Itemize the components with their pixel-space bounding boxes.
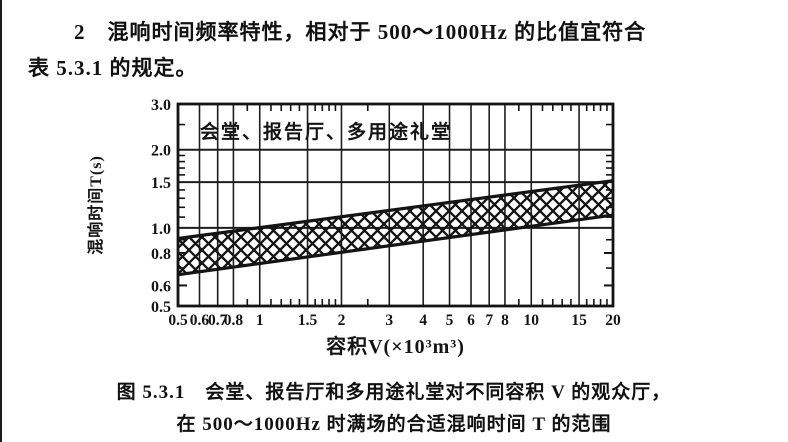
x-tick-label: 0.8 bbox=[224, 312, 244, 329]
x-tick-label: 0.5 bbox=[168, 312, 188, 329]
x-tick-label: 20 bbox=[605, 312, 621, 329]
x-tick-label: 2 bbox=[338, 312, 346, 329]
x-tick-label: 0.7 bbox=[208, 312, 228, 329]
figure-svg: 0.50.60.81.01.52.03.00.5 0.60.70.8 1 1.5 2 3 4… bbox=[86, 97, 621, 358]
suitable-range-band bbox=[178, 180, 613, 275]
x-axis-title: 容积V(×10³m³) bbox=[326, 334, 465, 358]
hall-type-annotation: 会堂、报告厅、多用途礼堂 bbox=[200, 120, 452, 143]
x-tick-label: 5 bbox=[446, 312, 454, 329]
y-tick-label: 1.0 bbox=[151, 221, 171, 238]
x-tick-label: 8 bbox=[501, 312, 509, 329]
y-tick-label: 1.5 bbox=[151, 175, 171, 192]
x-tick-label: 3 bbox=[385, 312, 393, 329]
x-tick-label: 10 bbox=[524, 312, 540, 329]
clause-text-line2: 表 5.3.1 的规定。 bbox=[28, 56, 198, 80]
clause-text-line1: 2 混响时间频率特性，相对于 500～1000Hz 的比值宜符合 bbox=[74, 20, 647, 44]
band-upper-edge bbox=[177, 179, 614, 241]
y-tick-label: 0.8 bbox=[151, 246, 171, 263]
figure-caption-line2: 在 500～1000Hz 时满场的合适混响时间 T 的范围 bbox=[176, 414, 612, 435]
y-tick-label: 0.6 bbox=[151, 278, 171, 295]
x-tick-label: 1 bbox=[256, 312, 264, 329]
reverberation-time-chart: 0.5 0.6 0.8 1.0 1.5 2.0 3.0 0.5 0.6 0.7 0.8 1 1.5 2 3 4… bbox=[85, 94, 670, 368]
scan-left-border bbox=[0, 0, 2, 442]
x-tick-label: 0.6 bbox=[190, 312, 210, 329]
x-tick-label: 15 bbox=[571, 312, 587, 329]
x-tick-label: 1.5 bbox=[298, 312, 318, 329]
y-tick-label: 2.0 bbox=[151, 143, 171, 160]
y-tick-label: 0.5 bbox=[151, 299, 171, 316]
figure-caption-line1: 图 5.3.1 会堂、报告厅和多用途礼堂对不同容积 V 的观众厅， bbox=[116, 382, 672, 403]
y-tick-label: 3.0 bbox=[151, 97, 171, 114]
x-tick-label: 6 bbox=[467, 312, 475, 329]
x-tick-label: 4 bbox=[419, 312, 427, 329]
y-axis-title: 混响时间T(s) bbox=[86, 155, 105, 255]
band-lower-edge bbox=[177, 213, 614, 277]
plot-frame bbox=[176, 102, 615, 308]
x-tick-label: 7 bbox=[485, 312, 493, 329]
